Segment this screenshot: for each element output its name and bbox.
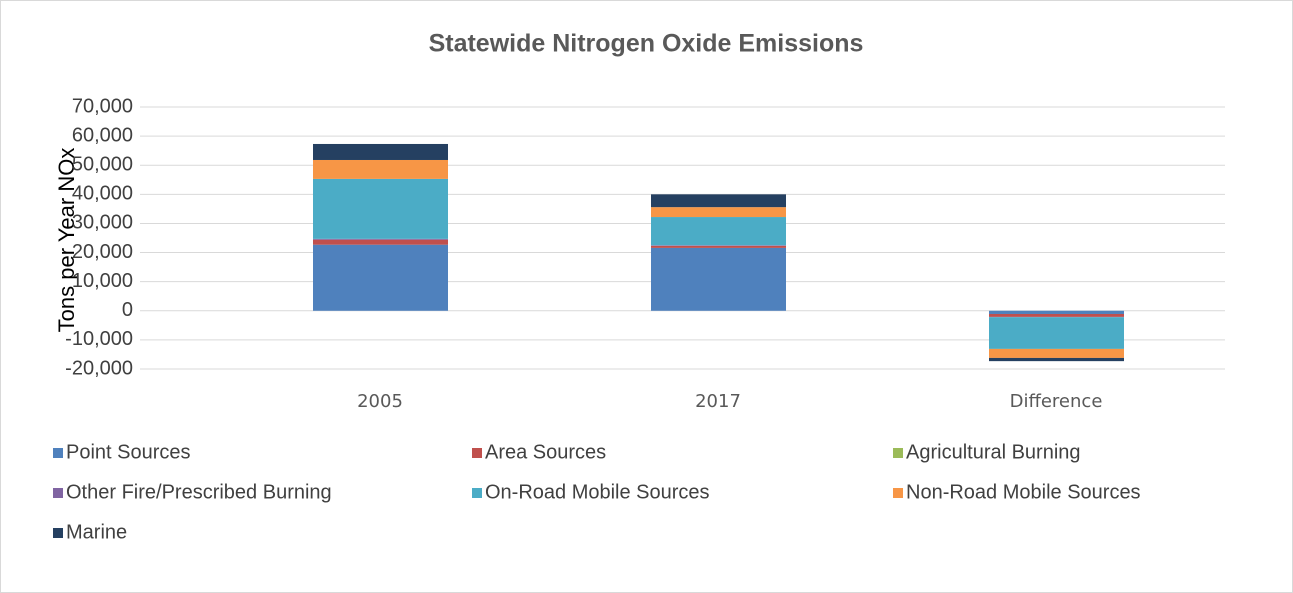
bar-segment [651, 217, 786, 246]
bar-segment [989, 357, 1124, 362]
bar-segment [651, 194, 786, 208]
x-tick-label: 2017 [695, 391, 741, 412]
y-axis-title: Tons per Year NOx [54, 148, 79, 333]
bar-segment [989, 348, 1124, 358]
legend-swatch [893, 448, 903, 458]
legend-swatch [472, 488, 482, 498]
bar-segment [313, 244, 448, 311]
x-tick-label: 2005 [357, 391, 403, 412]
bar-segment [989, 313, 1124, 317]
y-tick-label: 10,000 [72, 270, 133, 292]
y-tick-label: 20,000 [72, 241, 133, 263]
legend-label: Marine [66, 521, 127, 543]
y-tick-label: -20,000 [65, 357, 133, 379]
legend-label: Non-Road Mobile Sources [906, 481, 1141, 503]
chart-title: Statewide Nitrogen Oxide Emissions [429, 30, 864, 58]
legend-swatch [893, 488, 903, 498]
bar-segment [313, 239, 448, 245]
y-tick-label: -10,000 [65, 328, 133, 350]
bar-segment [989, 310, 1124, 314]
bar-segment [651, 247, 786, 311]
legend-swatch [53, 448, 63, 458]
legend-label: Other Fire/Prescribed Burning [66, 481, 332, 503]
legend-swatch [472, 448, 482, 458]
y-tick-label: 50,000 [72, 154, 133, 176]
bar-segment [651, 207, 786, 218]
x-tick-label: Difference [1010, 391, 1103, 412]
y-tick-label: 40,000 [72, 183, 133, 205]
bar-segment [313, 159, 448, 179]
legend-label: Agricultural Burning [906, 441, 1081, 463]
bar-segment [989, 317, 1124, 349]
bar-segment [313, 178, 448, 239]
legend-label: On-Road Mobile Sources [485, 481, 710, 503]
bar-segment [651, 245, 786, 246]
legend-swatch [53, 488, 63, 498]
bar-segment [313, 238, 448, 240]
legend-label: Area Sources [485, 441, 606, 463]
y-tick-label: 70,000 [72, 95, 133, 117]
y-tick-label: 60,000 [72, 124, 133, 146]
bar-segment [313, 143, 448, 160]
legend-label: Point Sources [66, 441, 191, 463]
y-tick-label: 30,000 [72, 212, 133, 234]
bar-segment [651, 245, 786, 248]
y-tick-label: 0 [122, 299, 133, 321]
legend-swatch [53, 528, 63, 538]
